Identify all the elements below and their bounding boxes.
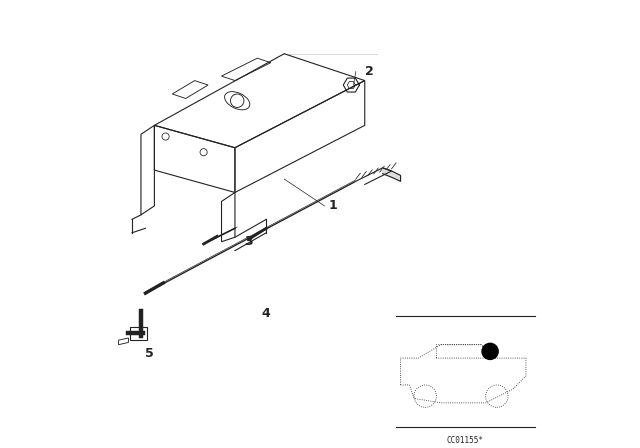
Text: 2: 2: [365, 65, 374, 78]
Circle shape: [482, 343, 498, 359]
Text: 4: 4: [262, 307, 271, 320]
Text: 3: 3: [244, 235, 253, 248]
FancyBboxPatch shape: [130, 327, 147, 340]
Text: CC01155*: CC01155*: [447, 436, 484, 445]
Polygon shape: [383, 168, 401, 181]
Polygon shape: [356, 168, 392, 185]
Text: 1: 1: [329, 199, 338, 212]
Polygon shape: [118, 338, 129, 345]
Text: 5: 5: [145, 347, 154, 360]
